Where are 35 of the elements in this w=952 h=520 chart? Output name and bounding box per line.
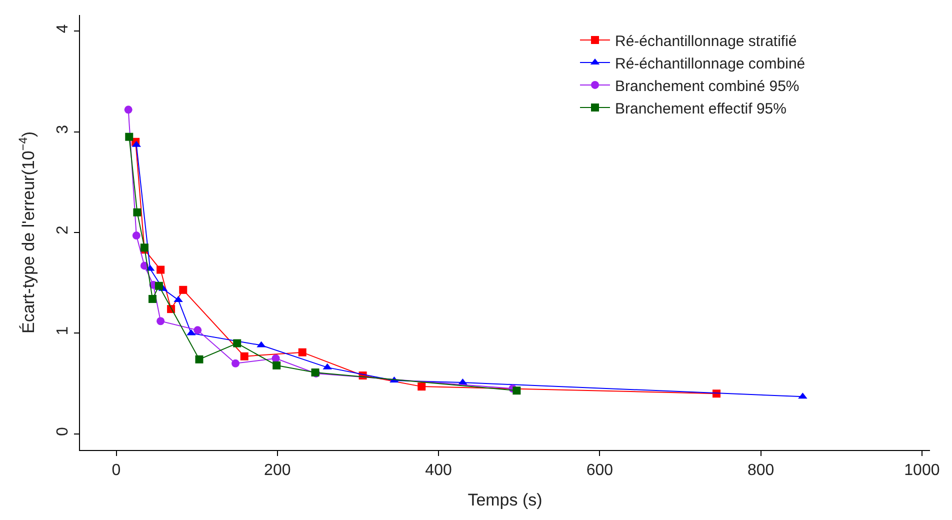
point [194,326,202,334]
point [240,352,248,360]
point [418,382,426,391]
point [154,282,163,290]
x-tick-label: 0 [112,462,121,480]
point [272,354,280,362]
y-tick-label: 4 [54,24,72,34]
y-tick-label: 2 [54,226,72,235]
point [148,294,157,303]
point [132,232,140,240]
y-tick-label: 0 [54,426,72,436]
x-tick-label: 800 [747,462,774,480]
legend-label: Branchement combiné 95% [615,78,800,95]
point [133,208,142,216]
point [179,286,188,294]
point [512,386,521,395]
x-tick-label: 600 [586,462,614,480]
point [156,266,165,274]
point [272,361,281,370]
x-axis-title: Temps (s) [468,490,542,510]
point [125,132,134,141]
point [233,339,242,348]
point [232,359,240,368]
y-tick-label: 3 [54,124,72,134]
point [124,106,132,114]
legend-label: Branchement effectif 95% [615,100,786,118]
legend-label: Ré-échantillonnage stratifié [615,32,797,50]
point [195,355,204,364]
legend-label: Ré-échantillonnage combiné [615,55,806,72]
x-tick-label: 400 [425,462,452,480]
point [298,348,306,356]
point [156,317,165,326]
x-tick-label: 1000 [904,462,940,480]
y-tick-label: 1 [54,326,72,336]
x-tick-label: 200 [264,462,291,480]
